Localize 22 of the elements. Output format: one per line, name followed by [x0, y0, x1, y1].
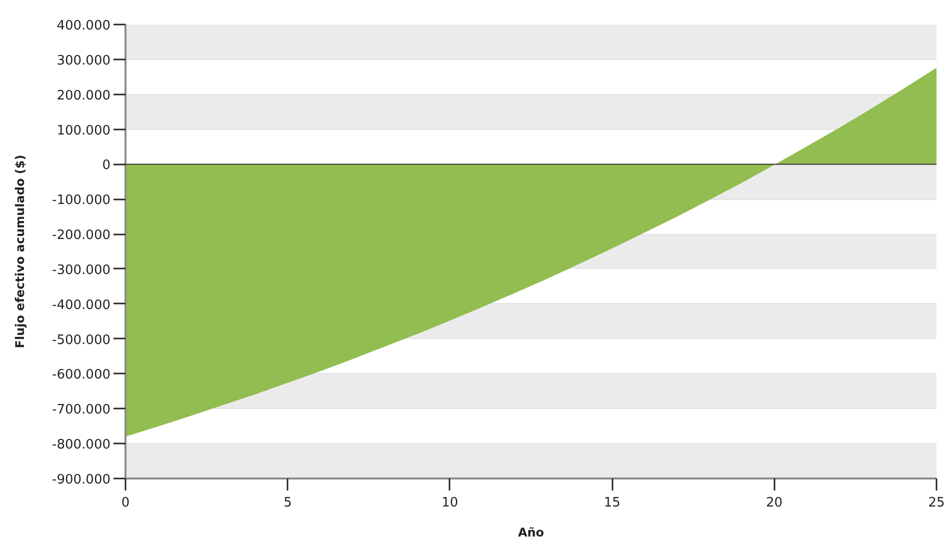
x-tick-label: 10 [442, 496, 458, 510]
y-tick-label: 300.000 [56, 53, 111, 68]
y-tick-label: 100.000 [56, 123, 111, 138]
y-tick-label: 200.000 [56, 88, 111, 104]
x-tick-label: 15 [604, 496, 620, 510]
x-tick-label: 5 [284, 496, 292, 510]
x-axis-title: Año [518, 526, 544, 540]
x-tick-label: 25 [928, 496, 945, 510]
y-tick-label: -800.000 [52, 438, 111, 453]
y-tick-label: 0 [102, 158, 111, 174]
x-tick-label: 0 [121, 496, 130, 510]
y-tick-label: -600.000 [52, 368, 111, 383]
y-tick-label: -900.000 [52, 472, 111, 488]
y-tick-label: 400.000 [56, 18, 111, 34]
y-tick-label: -100.000 [52, 193, 111, 208]
y-axis-title: Flujo efectivo acumulado ($) [13, 154, 28, 348]
x-tick-label: 20 [766, 496, 783, 510]
y-tick-label: -300.000 [52, 262, 111, 278]
y-tick-label: -400.000 [52, 298, 111, 313]
y-tick-label: -200.000 [52, 228, 111, 244]
y-tick-label: -700.000 [52, 402, 111, 418]
y-tick-label: -500.000 [52, 332, 111, 348]
